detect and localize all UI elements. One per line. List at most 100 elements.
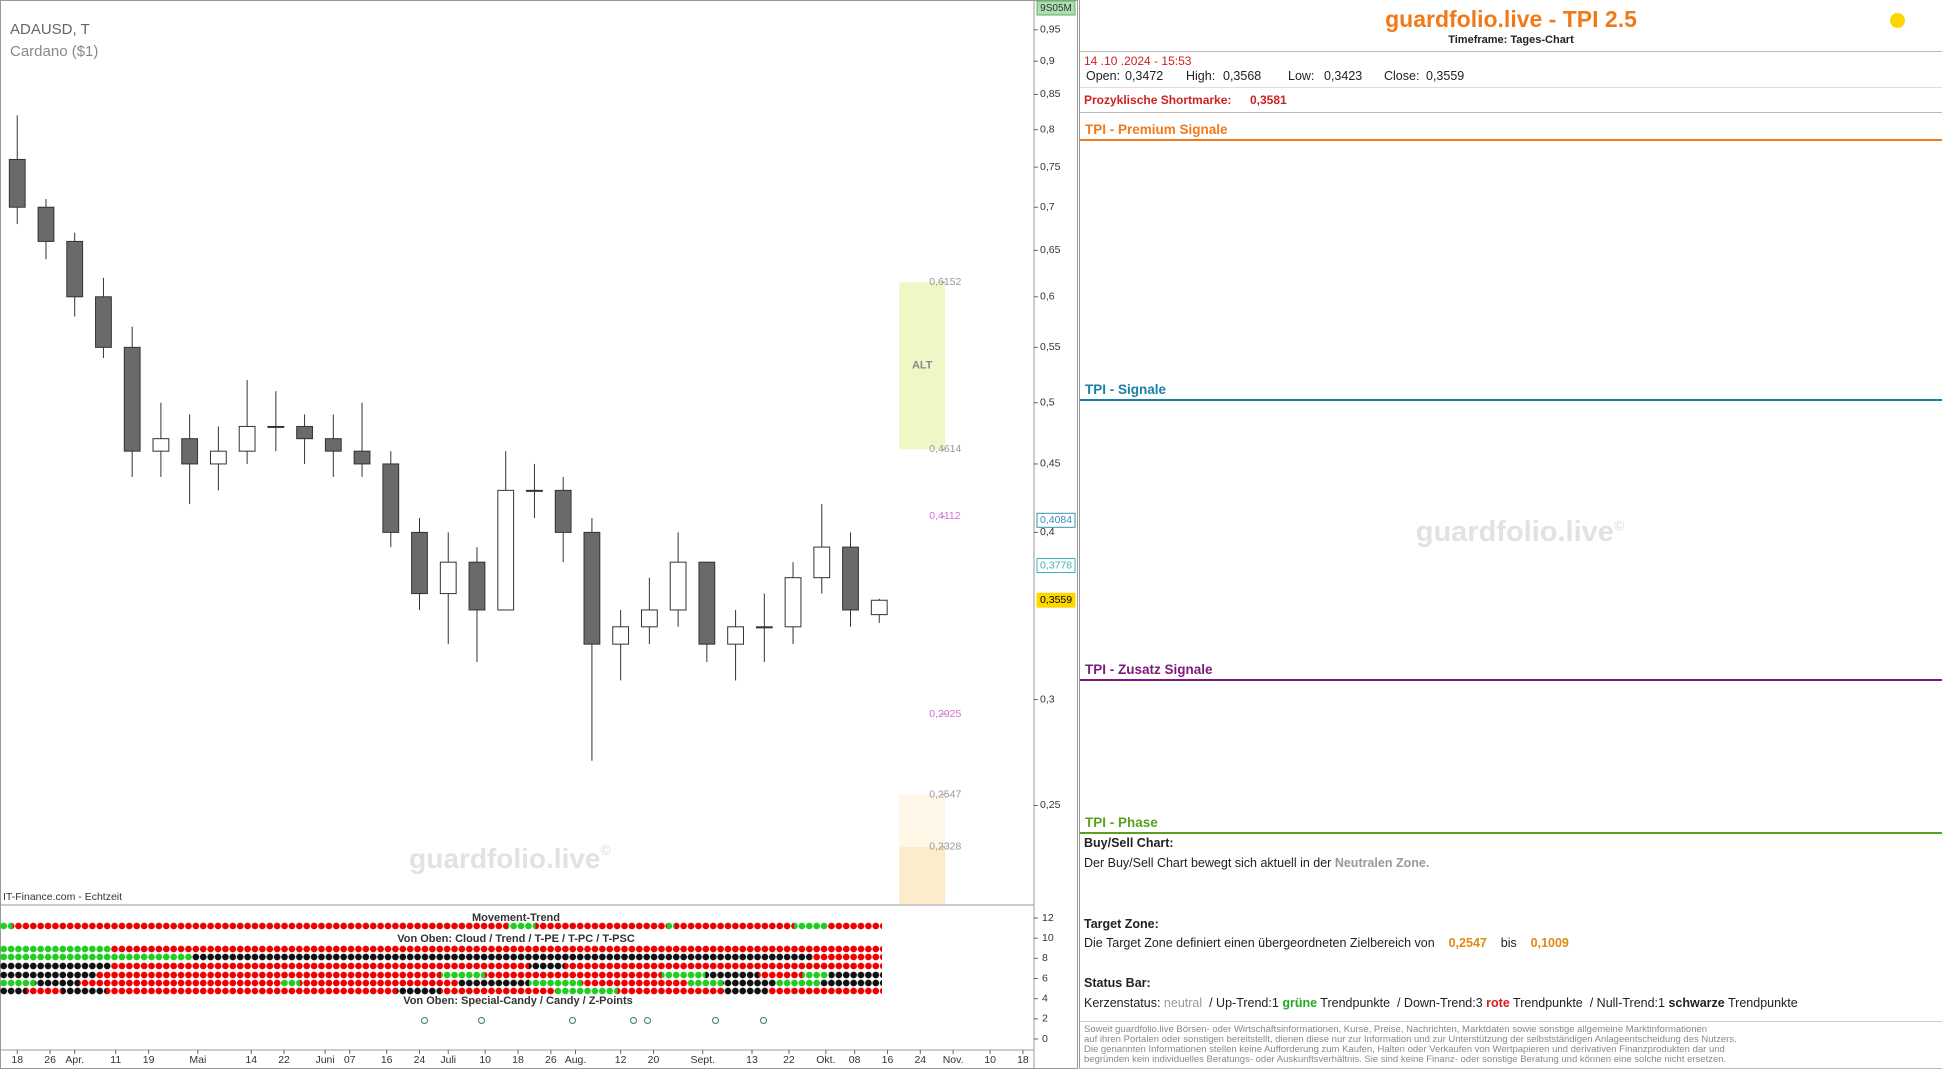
candle-body <box>554 489 572 533</box>
t: Trendpunkte <box>1320 996 1391 1010</box>
indicator-tick-label: 8 <box>1042 952 1048 964</box>
level-label: 0,2547 <box>929 788 961 800</box>
shortmark-value: 0,3581 <box>1250 93 1287 107</box>
candle-body <box>382 463 400 533</box>
x-tick-label: 18 <box>11 1054 23 1066</box>
separator <box>1080 87 1942 88</box>
y-tick-label: 0,45 <box>1040 458 1061 470</box>
y-tick-label: 0,7 <box>1040 201 1055 213</box>
candle-body <box>842 546 859 611</box>
y-tick-label: 0,6 <box>1040 291 1055 303</box>
x-tick-label: 10 <box>984 1054 996 1066</box>
z-point <box>644 1017 651 1024</box>
status-heading: Status Bar: <box>1084 976 1151 990</box>
ohlc-label: Close: <box>1384 69 1420 83</box>
candle-body <box>784 577 802 628</box>
level-label: 0,4614 <box>929 443 961 455</box>
level-label: 0,2328 <box>929 841 961 853</box>
watermark-mark: © <box>1613 517 1625 534</box>
watermark-mark: © <box>601 842 612 858</box>
section-heading: TPI - Signale <box>1085 382 1167 397</box>
x-tick-label: Mai <box>189 1054 206 1066</box>
z-point <box>712 1017 719 1024</box>
indicator-label: Movement-Trend <box>472 912 560 924</box>
target-zone <box>899 282 946 450</box>
timeframe: Timeframe: Tages-Chart <box>1448 34 1574 46</box>
ohlc-value: 0,3568 <box>1223 69 1262 83</box>
candle-body <box>238 425 256 452</box>
x-tick-label: 22 <box>783 1054 795 1066</box>
t: 1 <box>1271 996 1279 1010</box>
y-tick-label: 0,85 <box>1040 88 1061 100</box>
x-tick-label: 13 <box>746 1054 758 1066</box>
t: / Down-Trend: <box>1396 996 1476 1010</box>
indicator-tick-label: 12 <box>1042 912 1054 924</box>
x-tick-label: Apr. <box>65 1054 84 1066</box>
indicator-label: Von Oben: Cloud / Trend / T-PE / T-PC / … <box>397 933 635 945</box>
y-tick-label: 0,5 <box>1040 397 1055 409</box>
t: rote <box>1486 996 1510 1010</box>
disclaimer: Soweit guardfolio.live Börsen- oder Wirt… <box>1084 1024 1708 1035</box>
candle-body <box>353 450 371 465</box>
x-tick-label: Sept. <box>690 1054 715 1066</box>
x-tick-label: 20 <box>648 1054 660 1066</box>
x-tick-label: 26 <box>545 1054 557 1066</box>
target-from: 0,2547 <box>1448 936 1487 950</box>
t: Kerzenstatus: <box>1084 996 1161 1010</box>
plot-layer: ALT 0,6152 0,4614 0,4112 0,2925 0,2547 0,2328 <box>8 115 962 904</box>
x-tick-label: 24 <box>914 1054 926 1066</box>
indicator-row <box>0 922 882 930</box>
y-tick-label: 0,55 <box>1040 341 1061 353</box>
shortmark-label: Prozyklische Shortmarke: <box>1084 93 1232 107</box>
badge-box <box>1036 0 1076 16</box>
candle-body <box>209 450 227 465</box>
candle-body <box>640 609 658 628</box>
status-dot <box>1890 13 1905 28</box>
t: / Up-Trend: <box>1209 996 1272 1010</box>
disclaimer: begründen kein individuelles Beratungs- … <box>1084 1054 1727 1065</box>
indicator-row <box>0 979 882 987</box>
x-tick-label: 16 <box>882 1054 894 1066</box>
panel-title: guardfolio.live - TPI 2.5 <box>1385 6 1637 32</box>
candle-body <box>698 561 716 645</box>
section-heading: TPI - Premium Signale <box>1085 122 1228 137</box>
y-tick-label: 0,4 <box>1040 526 1055 538</box>
watermark-text: guardfolio.live <box>409 843 600 874</box>
watermark: guardfolio.live© <box>409 842 611 875</box>
x-tick-label: Juli <box>440 1054 456 1066</box>
section-line <box>1080 139 1942 141</box>
ohlc-value: 0,3472 <box>1125 69 1164 83</box>
x-tick-label: 18 <box>1017 1054 1029 1066</box>
x-tick-label: 24 <box>414 1054 426 1066</box>
price-marker-label: 0,4084 <box>1040 514 1072 526</box>
candle-body <box>324 438 342 452</box>
t: grüne <box>1282 996 1318 1010</box>
x-tick-label: 12 <box>615 1054 627 1066</box>
z-point <box>760 1017 767 1024</box>
indicator-tick-label: 2 <box>1042 1013 1048 1025</box>
y-tick-label: 0,9 <box>1040 55 1055 67</box>
candle-body <box>755 626 773 629</box>
candle-body <box>37 206 55 242</box>
candle-body <box>813 546 831 579</box>
target-text: Die Target Zone definiert einen übergeor… <box>1084 936 1569 950</box>
t: schwarze <box>1668 996 1725 1010</box>
watermark: guardfolio.live© <box>1080 516 1942 549</box>
indicator-row <box>0 987 882 995</box>
z-point <box>421 1017 428 1024</box>
price-marker-label: 0,3559 <box>1040 594 1072 606</box>
target-heading: Target Zone: <box>1084 917 1159 931</box>
target-zone <box>899 846 946 904</box>
zone: Neutralen Zone. <box>1334 856 1430 870</box>
buysell-heading: Buy/Sell Chart: <box>1084 836 1174 850</box>
y-tick-label: 0,8 <box>1040 123 1055 135</box>
indicator-tick-label: 4 <box>1042 992 1048 1004</box>
x-tick-label: 07 <box>344 1054 356 1066</box>
disclaimer: auf ihren Portalen oder sonstigen bereit… <box>1084 1034 1737 1045</box>
candle-body <box>439 561 457 595</box>
level-label: 0,6152 <box>929 276 961 288</box>
level-label: 0,2925 <box>929 708 961 720</box>
price-marker <box>1036 592 1076 608</box>
section-line <box>1080 399 1942 401</box>
candle-body <box>727 626 744 645</box>
